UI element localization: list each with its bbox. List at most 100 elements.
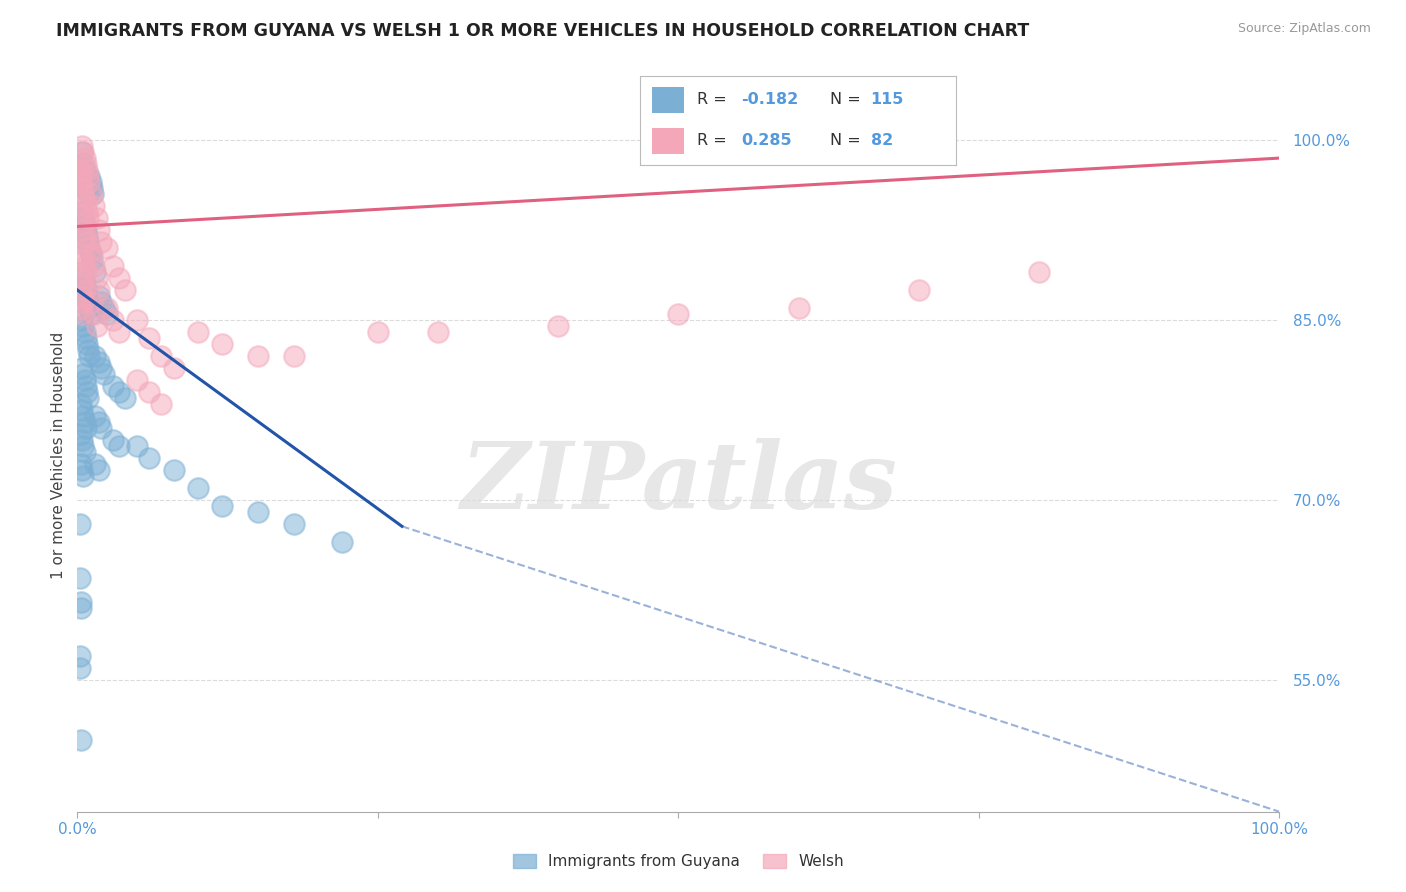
Point: [82, 187, 104, 202]
Point: [90, 361, 112, 376]
Point: [72, 367, 94, 381]
Point: [83, 199, 105, 213]
Point: [76, 241, 98, 255]
Point: [75, 283, 97, 297]
Legend: Immigrants from Guyana, Welsh: Immigrants from Guyana, Welsh: [508, 848, 849, 875]
Point: [72, 157, 94, 171]
Text: R =: R =: [697, 134, 731, 148]
Point: [75, 421, 97, 435]
Point: [73, 151, 96, 165]
Point: [90, 421, 112, 435]
Point: [108, 439, 131, 453]
Point: [70, 313, 93, 327]
Point: [103, 433, 125, 447]
Point: [72, 439, 94, 453]
Point: [73, 229, 96, 244]
Point: [90, 235, 112, 249]
Point: [79, 169, 101, 183]
Point: [186, 481, 209, 495]
Point: [150, 397, 173, 411]
Point: [70, 265, 93, 279]
Point: [75, 265, 97, 279]
Point: [72, 409, 94, 423]
Point: [77, 169, 100, 183]
Point: [70, 217, 93, 231]
Point: [96, 241, 118, 255]
Y-axis label: 1 or more Vehicles in Household: 1 or more Vehicles in Household: [51, 331, 66, 579]
Point: [70, 271, 93, 285]
Point: [330, 534, 353, 549]
Point: [246, 505, 269, 519]
Point: [77, 187, 100, 202]
Point: [70, 175, 93, 189]
Point: [93, 367, 115, 381]
Point: [70, 433, 93, 447]
Point: [76, 163, 98, 178]
Point: [87, 355, 110, 369]
FancyBboxPatch shape: [652, 128, 685, 154]
Text: -0.182: -0.182: [741, 93, 799, 107]
Point: [73, 277, 96, 291]
Text: N =: N =: [830, 93, 866, 107]
Point: [93, 301, 115, 315]
Point: [69, 661, 91, 675]
Point: [79, 175, 101, 189]
Point: [69, 163, 91, 178]
Point: [103, 379, 125, 393]
Point: [283, 349, 305, 363]
Point: [72, 318, 94, 333]
Point: [77, 211, 100, 225]
Text: 82: 82: [870, 134, 893, 148]
Point: [80, 187, 103, 202]
Point: [69, 648, 91, 663]
Point: [138, 384, 160, 399]
Point: [103, 259, 125, 273]
Point: [138, 331, 160, 345]
Point: [72, 295, 94, 310]
Point: [70, 205, 93, 219]
Point: [73, 445, 96, 459]
Point: [84, 265, 107, 279]
Point: [86, 318, 108, 333]
Point: [114, 391, 136, 405]
Point: [70, 361, 93, 376]
Point: [70, 403, 93, 417]
Point: [70, 426, 93, 441]
Text: N =: N =: [830, 134, 866, 148]
Point: [70, 139, 93, 153]
Point: [70, 307, 93, 321]
Point: [75, 199, 97, 213]
Point: [73, 373, 96, 387]
Text: IMMIGRANTS FROM GUYANA VS WELSH 1 OR MORE VEHICLES IN HOUSEHOLD CORRELATION CHAR: IMMIGRANTS FROM GUYANA VS WELSH 1 OR MOR…: [56, 22, 1029, 40]
Point: [86, 271, 108, 285]
Point: [77, 343, 100, 357]
Point: [87, 283, 110, 297]
Point: [283, 516, 305, 531]
Point: [87, 223, 110, 237]
Point: [69, 571, 91, 585]
Point: [127, 373, 149, 387]
Text: R =: R =: [697, 93, 731, 107]
FancyBboxPatch shape: [652, 87, 685, 113]
Point: [127, 439, 149, 453]
Point: [80, 253, 103, 268]
Point: [114, 283, 136, 297]
Point: [127, 313, 149, 327]
Point: [76, 181, 98, 195]
Point: [211, 499, 233, 513]
Point: [787, 301, 810, 315]
Point: [70, 145, 93, 160]
Point: [72, 271, 94, 285]
Point: [96, 301, 118, 315]
Point: [80, 247, 103, 261]
Point: [72, 211, 94, 225]
Point: [80, 181, 103, 195]
Point: [73, 325, 96, 339]
Point: [668, 307, 690, 321]
Point: [84, 409, 107, 423]
Point: [76, 289, 98, 303]
Point: [96, 307, 118, 321]
Point: [90, 295, 112, 310]
Point: [72, 469, 94, 483]
Point: [73, 283, 96, 297]
